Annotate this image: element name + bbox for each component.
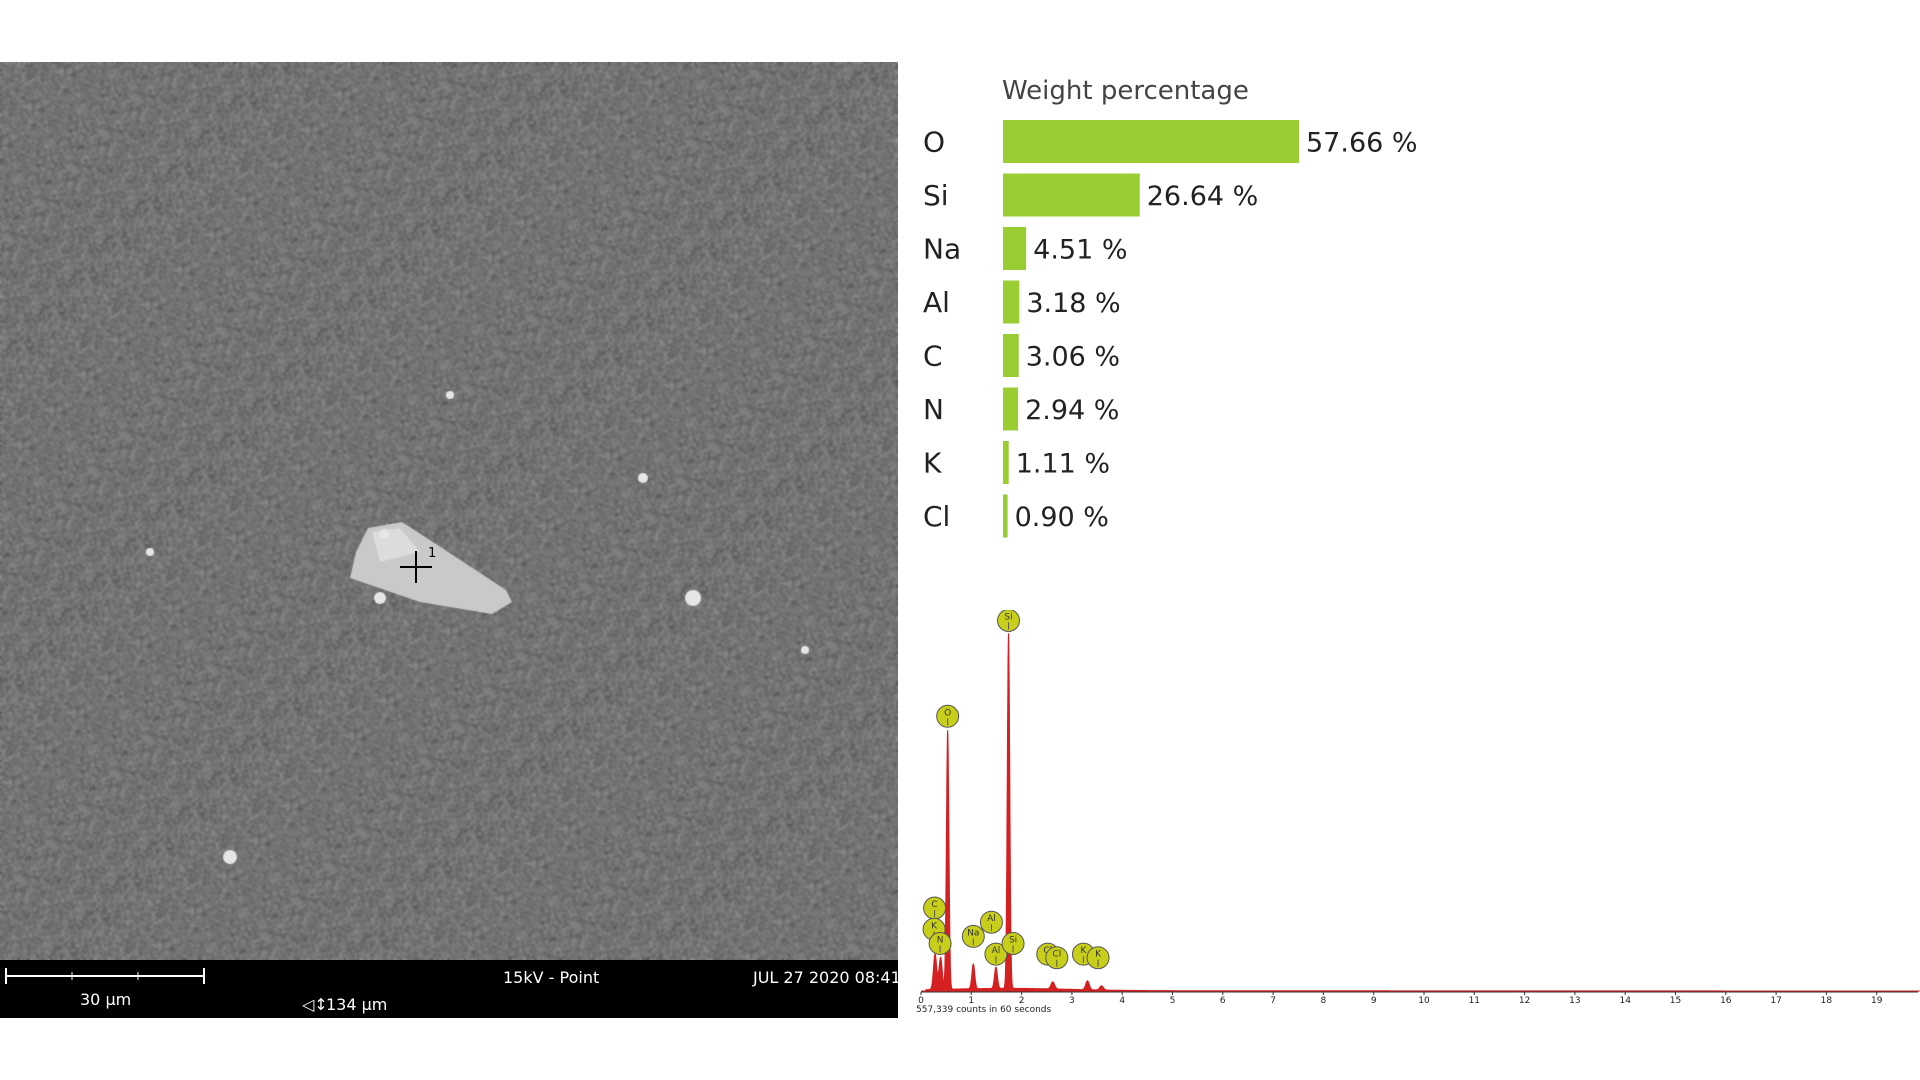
element-marker-circle: [997, 610, 1021, 632]
x-tick-label: 5: [1170, 996, 1176, 1006]
element-markers: CKNONaAlAlSiSiClClKK: [922, 610, 1110, 970]
element-marker[interactable]: K: [1086, 946, 1110, 970]
value-label: 0.90 %: [1015, 502, 1109, 533]
element-marker[interactable]: Al: [979, 910, 1003, 934]
element-label: Al: [923, 286, 950, 319]
element-label: C: [923, 340, 943, 373]
value-label: 3.06 %: [1026, 342, 1120, 373]
x-tick-label: 19: [1871, 996, 1883, 1006]
element-label: Si: [923, 179, 949, 212]
element-marker[interactable]: O: [936, 704, 960, 728]
element-label: K: [923, 447, 942, 480]
spectrum-series: [921, 633, 1920, 992]
spectrum-area: [921, 633, 1920, 992]
point-marker-icon[interactable]: 1: [400, 546, 436, 583]
x-tick-label: 4: [1119, 996, 1125, 1006]
x-tick-label: 14: [1619, 996, 1631, 1006]
element-label: O: [923, 126, 945, 159]
x-tick-label: 12: [1519, 996, 1530, 1006]
element-label: Na: [923, 233, 961, 266]
element-marker-label: Al: [992, 946, 1001, 956]
sem-overlay: 1: [400, 546, 436, 583]
counts-footer: 557,339 counts in 60 seconds: [916, 1005, 1051, 1015]
point-marker-label: 1: [428, 546, 436, 561]
x-tick-label: 8: [1321, 996, 1327, 1006]
element-label: N: [923, 393, 944, 426]
x-tick-label: 10: [1418, 996, 1430, 1006]
sem-image: [0, 62, 898, 960]
x-tick-label: 15: [1670, 996, 1681, 1006]
element-marker[interactable]: Na: [961, 924, 985, 948]
eds-spectrum-chart: 0 1 2 3 4 5 6 7 8 9 10 11 12 13 14 15 16 17 18 19 CKNONaAlA…: [916, 610, 1920, 1015]
element-marker-circle: [1086, 946, 1110, 970]
element-marker[interactable]: Al: [984, 942, 1008, 966]
weight-bar: [1003, 173, 1140, 217]
weight-bar: [1003, 441, 1009, 484]
element-marker-circle: [928, 932, 952, 955]
x-tick-label: 6: [1220, 996, 1226, 1006]
x-tick-label: 11: [1469, 996, 1480, 1006]
element-marker-circle: [984, 942, 1008, 966]
element-marker-circle: [1045, 946, 1069, 970]
value-label: 3.18 %: [1026, 288, 1120, 319]
x-tick-label: 17: [1770, 996, 1781, 1006]
element-marker-label: Si: [1004, 612, 1012, 622]
element-marker-circle: [936, 704, 960, 728]
spectrum-axis: 0 1 2 3 4 5 6 7 8 9 10 11 12 13 14 15 16 17 18 19: [918, 991, 1918, 1006]
scale-label: 30 µm: [80, 990, 132, 1009]
sem-micrograph-panel: 1 30 µm ◁↕ 134 µm 15kV - Point JUL 27 20…: [0, 62, 901, 1018]
element-label: Cl: [923, 500, 950, 533]
value-label: 2.94 %: [1025, 395, 1119, 426]
element-marker-label: K: [1095, 950, 1102, 960]
value-label: 57.66 %: [1306, 128, 1418, 159]
element-marker-label: Na: [967, 928, 979, 938]
element-marker-circle: [961, 924, 985, 948]
x-tick-label: 9: [1371, 996, 1377, 1006]
weight-bars: O 57.66 % Si 26.64 % Na 4.51 % Al 3.18 % C 3.06 %…: [923, 120, 1418, 538]
fov-icon: ◁↕: [302, 995, 328, 1014]
element-marker-label: Si: [1009, 936, 1017, 946]
element-marker[interactable]: C: [923, 896, 947, 920]
weight-bar: [1003, 227, 1027, 270]
timestamp: JUL 27 2020 08:41: [753, 968, 901, 987]
x-tick-label: 1: [968, 996, 974, 1006]
x-tick-label: 13: [1569, 996, 1580, 1006]
element-marker-label: Cl: [1052, 950, 1061, 960]
sem-info-bar: 30 µm ◁↕ 134 µm 15kV - Point JUL 27 2020…: [0, 960, 901, 1018]
x-tick-label: 16: [1720, 996, 1732, 1006]
element-marker-label: K: [1081, 946, 1088, 956]
element-marker[interactable]: Si: [1001, 932, 1025, 955]
element-marker-label: N: [937, 936, 944, 946]
element-marker-label: C: [931, 900, 937, 910]
x-tick-label: 0: [918, 996, 924, 1006]
value-label: 1.11 %: [1016, 449, 1110, 480]
x-tick-label: 2: [1019, 996, 1025, 1006]
x-tick-label: 18: [1821, 996, 1833, 1006]
chart-title: Weight percentage: [1002, 76, 1249, 106]
element-marker-circle: [979, 910, 1003, 934]
element-marker-label: O: [944, 708, 951, 718]
acquisition-mode: 15kV - Point: [503, 968, 600, 987]
value-label: 4.51 %: [1033, 235, 1127, 266]
element-marker-label: K: [931, 921, 938, 931]
weight-bar: [1003, 494, 1008, 538]
weight-bar: [1003, 280, 1020, 324]
x-tick-label: 3: [1069, 996, 1075, 1006]
element-marker-circle: [1001, 932, 1025, 955]
weight-bar: [1003, 120, 1299, 163]
weight-percentage-chart: Weight percentage O 57.66 % Si 26.64 % Na 4.5…: [923, 76, 1418, 538]
element-marker[interactable]: N: [928, 932, 952, 955]
element-marker[interactable]: Si: [997, 610, 1021, 632]
weight-bar: [1003, 334, 1019, 377]
x-tick-label: 7: [1270, 996, 1276, 1006]
element-marker-label: Al: [987, 914, 996, 924]
weight-bar: [1003, 387, 1019, 431]
value-label: 26.64 %: [1147, 181, 1259, 212]
element-marker[interactable]: Cl: [1045, 946, 1069, 970]
fov-label: 134 µm: [326, 995, 388, 1014]
scale-bar-icon: [5, 968, 205, 984]
